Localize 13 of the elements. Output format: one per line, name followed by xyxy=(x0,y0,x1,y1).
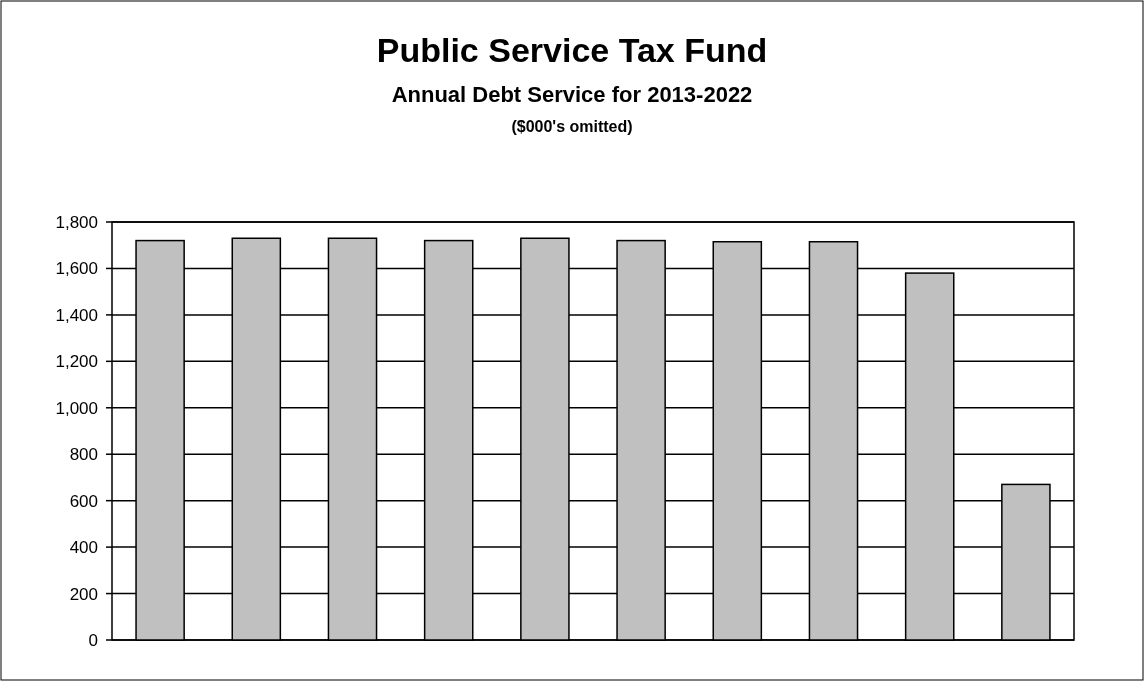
y-tick-label: 600 xyxy=(69,491,98,511)
y-tick-label: 0 xyxy=(88,630,98,650)
y-tick-label: 1,600 xyxy=(55,259,98,279)
chart-title: Public Service Tax Fund xyxy=(376,31,768,69)
chart-subtitle: Annual Debt Service for 2013-2022 xyxy=(391,82,753,107)
text: ($000's omitted) xyxy=(511,118,633,135)
y-tick-label: 1,400 xyxy=(55,305,98,325)
y-tick-label: 400 xyxy=(69,538,98,558)
y-tick-label: 200 xyxy=(69,584,98,604)
y-tick-label: 800 xyxy=(69,445,98,465)
y-tick-label: 1,200 xyxy=(55,352,98,372)
y-tick-label: 1,800 xyxy=(55,212,98,232)
y-tick-label: 1,000 xyxy=(55,398,98,418)
